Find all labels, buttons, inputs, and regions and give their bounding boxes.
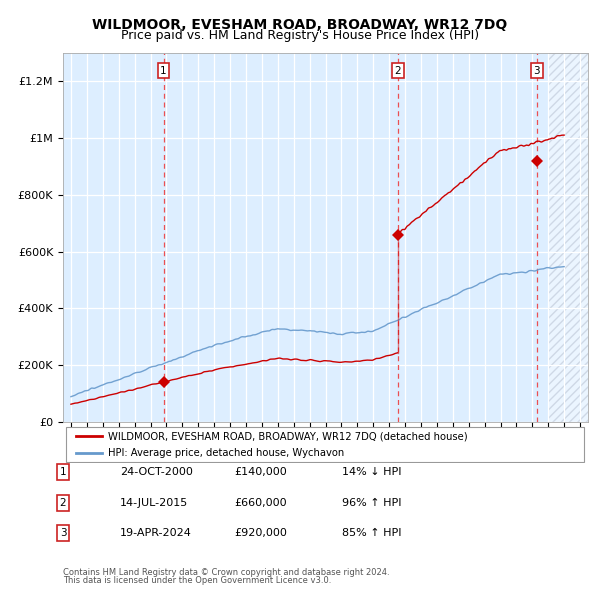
Text: 14-JUL-2015: 14-JUL-2015 <box>120 498 188 507</box>
Text: WILDMOOR, EVESHAM ROAD, BROADWAY, WR12 7DQ (detached house): WILDMOOR, EVESHAM ROAD, BROADWAY, WR12 7… <box>107 431 467 441</box>
Text: £660,000: £660,000 <box>234 498 287 507</box>
Text: 3: 3 <box>533 66 540 76</box>
Text: WILDMOOR, EVESHAM ROAD, BROADWAY, WR12 7DQ: WILDMOOR, EVESHAM ROAD, BROADWAY, WR12 7… <box>92 18 508 32</box>
Text: 96% ↑ HPI: 96% ↑ HPI <box>342 498 401 507</box>
Text: 85% ↑ HPI: 85% ↑ HPI <box>342 529 401 538</box>
Text: 24-OCT-2000: 24-OCT-2000 <box>120 467 193 477</box>
Text: HPI: Average price, detached house, Wychavon: HPI: Average price, detached house, Wych… <box>107 448 344 458</box>
Text: 1: 1 <box>160 66 167 76</box>
Text: Price paid vs. HM Land Registry's House Price Index (HPI): Price paid vs. HM Land Registry's House … <box>121 30 479 42</box>
Text: 2: 2 <box>59 498 67 507</box>
Text: 1: 1 <box>59 467 67 477</box>
Text: 14% ↓ HPI: 14% ↓ HPI <box>342 467 401 477</box>
Text: 3: 3 <box>59 529 67 538</box>
Text: 19-APR-2024: 19-APR-2024 <box>120 529 192 538</box>
Text: £920,000: £920,000 <box>234 529 287 538</box>
Bar <box>548 53 600 422</box>
Text: This data is licensed under the Open Government Licence v3.0.: This data is licensed under the Open Gov… <box>63 576 331 585</box>
Text: 2: 2 <box>394 66 401 76</box>
Text: Contains HM Land Registry data © Crown copyright and database right 2024.: Contains HM Land Registry data © Crown c… <box>63 568 389 577</box>
Text: £140,000: £140,000 <box>234 467 287 477</box>
Bar <box>548 53 600 422</box>
